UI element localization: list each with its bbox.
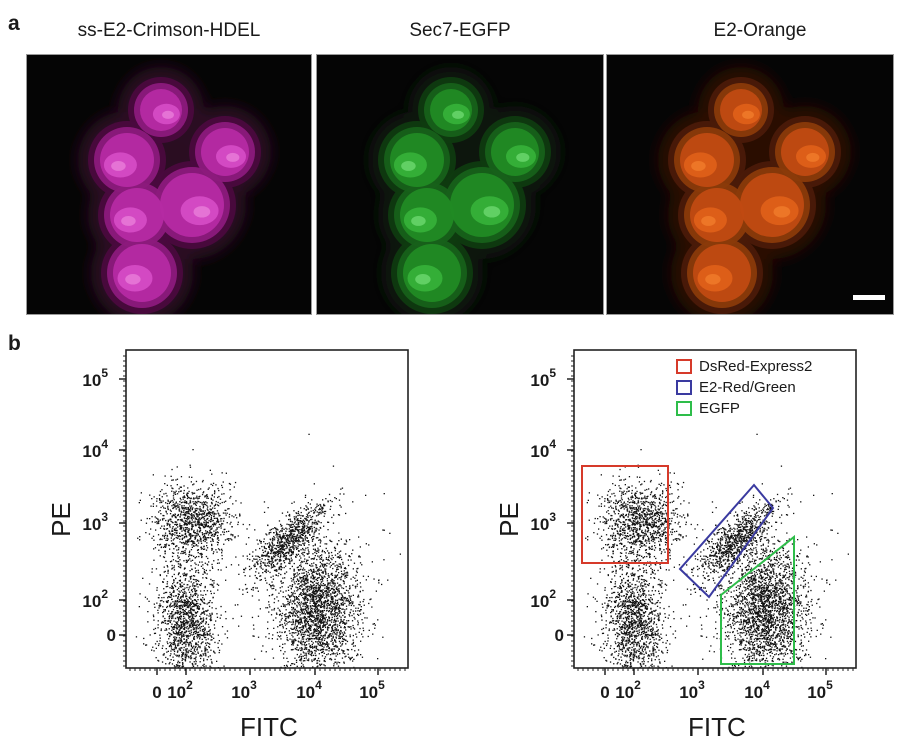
legend-label-e2: E2-Red/Green <box>699 379 796 396</box>
legend-item-dsred: DsRed-Express2 <box>676 356 812 377</box>
panel-a-label: a <box>8 12 20 35</box>
gate-legend: DsRed-Express2 E2-Red/Green EGFP <box>676 356 812 419</box>
micrograph-egfp <box>316 54 604 315</box>
legend-item-e2-red-green: E2-Red/Green <box>676 377 812 398</box>
x-axis-label-left: FITC <box>240 712 298 742</box>
image-title-egfp: Sec7-EGFP <box>409 20 511 41</box>
legend-swatch-e2 <box>676 380 692 395</box>
y-axis-label-left: PE <box>45 502 76 537</box>
image-title-orange: E2-Orange <box>713 20 807 41</box>
legend-item-egfp: EGFP <box>676 398 812 419</box>
micrograph-crimson <box>26 54 312 315</box>
image-title-crimson: ss-E2-Crimson-HDEL <box>77 20 261 41</box>
flow-plot-right: 105 104 103 102 0 0 102 103 104 105 FITC PE DsRed… <box>448 340 868 755</box>
micrograph-orange <box>606 54 894 315</box>
legend-swatch-dsred <box>676 359 692 374</box>
legend-label-dsred: DsRed-Express2 <box>699 358 813 375</box>
legend-label-egfp: EGFP <box>699 400 740 417</box>
legend-swatch-egfp <box>676 401 692 416</box>
x-axis-label-right: FITC <box>688 712 746 742</box>
panel-b-label: b <box>8 332 21 355</box>
y-axis-label-right: PE <box>493 502 524 537</box>
flow-plot-left: 105 104 103 102 0 0 102 103 104 105 FITC PE <box>0 340 420 755</box>
scale-bar <box>853 295 885 300</box>
